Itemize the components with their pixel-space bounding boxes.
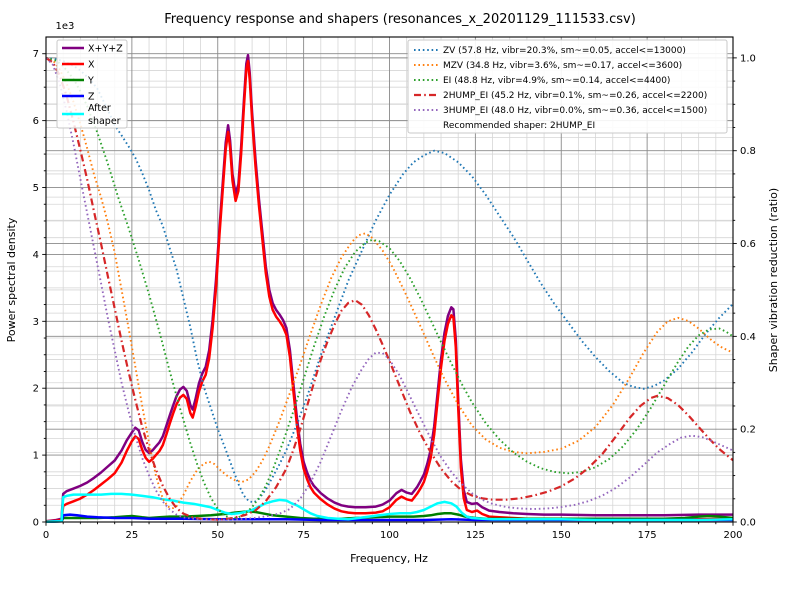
y-left-tick-0: 0 [33,518,39,529]
legend-shapers: ZV (57.8 Hz, vibr=20.3%, sm~=0.05, accel… [407,39,728,134]
y-left-tick-5: 5 [33,183,39,194]
legend-label-3HUMP_EI: 3HUMP_EI (48.0 Hz, vibr=0.0%, sm~=0.36, … [443,106,707,116]
y-axis-label-right: Shaper vibration reduction (ratio) [767,188,780,372]
legend-label-After shaper: shaper [88,116,121,127]
y-right-tick-0.8: 0.8 [740,146,756,157]
legend-label-ZV: ZV (57.8 Hz, vibr=20.3%, sm~=0.05, accel… [443,46,686,56]
axis-tick-labels: 0 25 50 75 100 125 150 175 200 0 1 2 3 4 5 6 7 0.0 0.2 0.4 0… [33,49,756,541]
legend-recommended-shaper: Recommended shaper: 2HUMP_EI [443,121,595,131]
legend-label-Y: Y [87,76,94,87]
y-right-tick-0.2: 0.2 [740,425,756,436]
y-left-tick-4: 4 [33,250,39,261]
y-left-tick-3: 3 [33,317,39,328]
y-axis-label-left: Power spectral density [5,217,18,342]
x-tick-50: 50 [211,530,224,541]
y-right-tick-0.0: 0.0 [740,518,756,529]
x-axis-label: Frequency, Hz [350,552,428,565]
series-ZV [45,56,734,504]
x-tick-100: 100 [380,530,399,541]
y-right-tick-0.4: 0.4 [740,332,756,343]
chart-title: Frequency response and shapers (resonanc… [164,12,636,27]
y-left-offset-label: 1e3 [56,21,75,32]
x-tick-125: 125 [466,530,485,541]
x-tick-75: 75 [297,530,310,541]
legend-label-2HUMP_EI: 2HUMP_EI (45.2 Hz, vibr=0.1%, sm~=0.26, … [443,91,707,101]
y-right-tick-0.6: 0.6 [740,239,756,250]
series-After shaper [45,492,734,523]
legend-label-MZV: MZV (34.8 Hz, vibr=3.6%, sm~=0.17, accel… [443,61,682,71]
y-right-tick-1.0: 1.0 [740,53,756,64]
x-tick-150: 150 [552,530,571,541]
x-tick-175: 175 [638,530,657,541]
legend-label-After shaper: After [88,103,111,114]
y-left-tick-7: 7 [33,49,39,60]
series-EI [45,56,734,520]
series-X [45,59,734,523]
axis-ticks [42,53,737,526]
legend-label-Z: Z [88,92,95,103]
legend-label-EI: EI (48.8 Hz, vibr=4.9%, sm~=0.14, accel<… [443,76,670,86]
legend-label-X+Y+Z: X+Y+Z [88,44,123,55]
x-tick-0: 0 [43,530,49,541]
shaper-curves [45,56,734,521]
x-tick-25: 25 [126,530,139,541]
y-left-tick-1: 1 [33,451,39,462]
legend-label-X: X [88,60,95,71]
y-left-tick-6: 6 [33,116,39,127]
series-2HUMP_EI [45,56,734,521]
x-tick-200: 200 [723,530,742,541]
y-left-tick-2: 2 [33,384,39,395]
